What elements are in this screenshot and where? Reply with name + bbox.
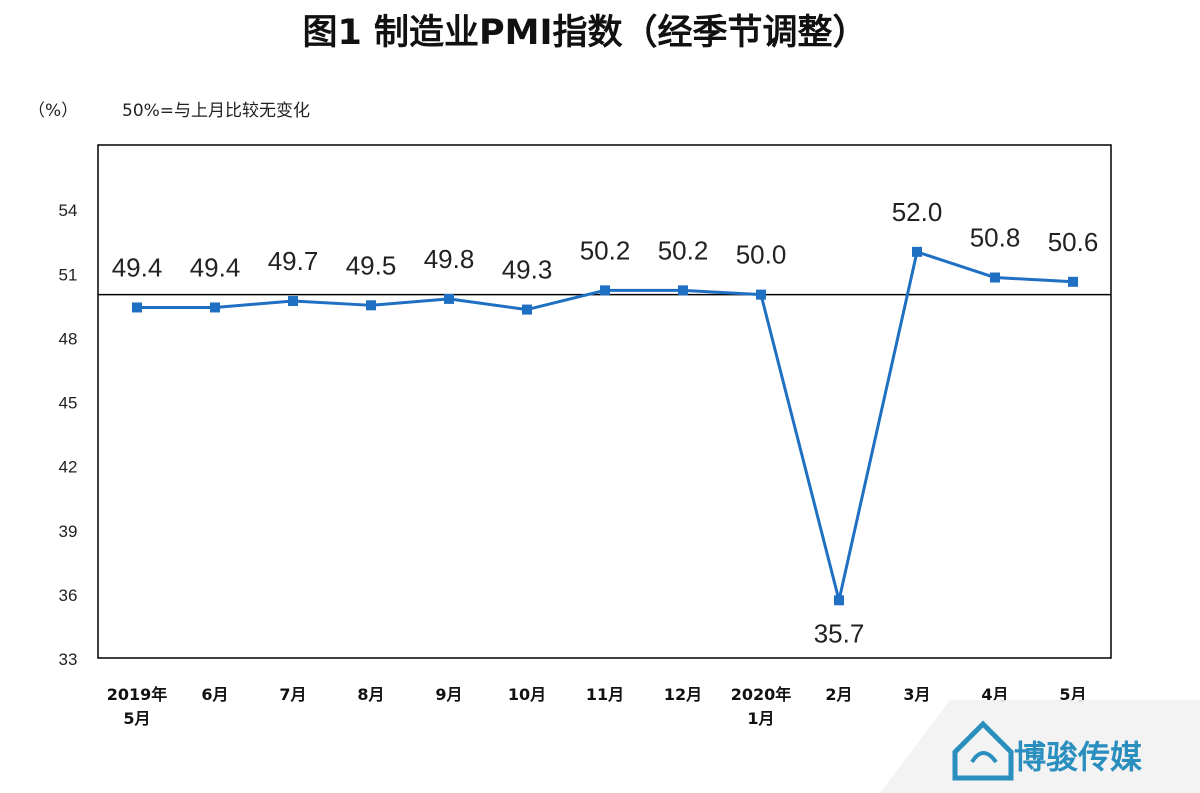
x-tick-label: 7月 (279, 685, 306, 704)
data-label: 49.3 (502, 255, 553, 285)
x-tick-label: 2019年 (107, 685, 168, 704)
data-point-marker (678, 285, 688, 296)
x-tick-label: 2020年 (731, 685, 792, 704)
y-tick-label: 39 (59, 522, 78, 541)
y-tick-label: 36 (59, 586, 78, 605)
y-tick-label: 42 (59, 458, 78, 477)
x-tick-label: 12月 (664, 685, 702, 704)
data-point-marker (210, 302, 220, 313)
data-label: 50.2 (580, 235, 631, 265)
y-tick-label: 54 (59, 201, 78, 220)
house-icon (952, 720, 1014, 781)
data-label: 50.0 (736, 240, 787, 270)
x-tick-label: 3月 (903, 685, 930, 704)
data-labels: 49.4 49.4 49.7 49.5 49.8 49.3 50.2 50.2 50.0 35.7… (112, 197, 1099, 648)
data-point-marker (132, 302, 142, 313)
y-unit-label: （%） (28, 101, 78, 121)
data-label: 52.0 (892, 197, 943, 227)
data-label: 49.4 (112, 252, 163, 282)
x-tick-label: 8月 (357, 685, 384, 704)
data-point-marker (990, 272, 1000, 283)
x-tick-label: 11月 (586, 685, 624, 704)
data-label: 35.7 (814, 618, 865, 648)
x-tick-label: 9月 (435, 685, 462, 704)
data-label: 50.8 (970, 223, 1021, 253)
data-point-marker (444, 293, 454, 304)
data-label: 49.7 (268, 246, 319, 276)
x-axis-ticks: 2019年 5月 6月 7月 8月 9月 10月 11月 12月 2020年 1月 2月 3月 4月 5月 (107, 685, 1087, 728)
data-label: 49.5 (346, 250, 397, 280)
x-tick-label: 1月 (747, 709, 774, 728)
data-point-marker (600, 285, 610, 296)
data-point-marker (912, 246, 922, 257)
data-point-marker (288, 296, 298, 307)
x-tick-label: 10月 (508, 685, 546, 704)
y-tick-label: 45 (59, 394, 78, 413)
data-label: 50.2 (658, 235, 709, 265)
x-tick-label: 2月 (825, 685, 852, 704)
series-markers (132, 246, 1078, 606)
x-tick-label: 4月 (981, 685, 1008, 704)
data-label: 49.4 (190, 252, 241, 282)
data-point-marker (1068, 276, 1078, 287)
x-tick-label: 6月 (201, 685, 228, 704)
series-line (137, 250, 1074, 602)
x-tick-label: 5月 (123, 709, 150, 728)
data-label: 49.8 (424, 244, 475, 274)
data-point-marker (756, 289, 766, 300)
plot-area-frame (97, 144, 1112, 659)
watermark-logo: 博骏传媒 (880, 700, 1200, 793)
x-tick-label: 5月 (1059, 685, 1086, 704)
y-tick-label: 51 (59, 265, 78, 284)
watermark-text: 博骏传媒 (1014, 738, 1143, 776)
chart-title: 图1 制造业PMI指数（经季节调整） (302, 13, 867, 53)
data-point-marker (522, 304, 532, 315)
reference-note: 50%=与上月比较无变化 (122, 101, 310, 121)
data-point-marker (834, 595, 844, 606)
y-axis-ticks: 33 36 39 42 45 48 51 54 (59, 201, 78, 669)
y-tick-label: 33 (59, 650, 78, 669)
data-label: 50.6 (1048, 227, 1099, 257)
data-point-marker (366, 300, 376, 311)
y-tick-label: 48 (59, 329, 78, 348)
